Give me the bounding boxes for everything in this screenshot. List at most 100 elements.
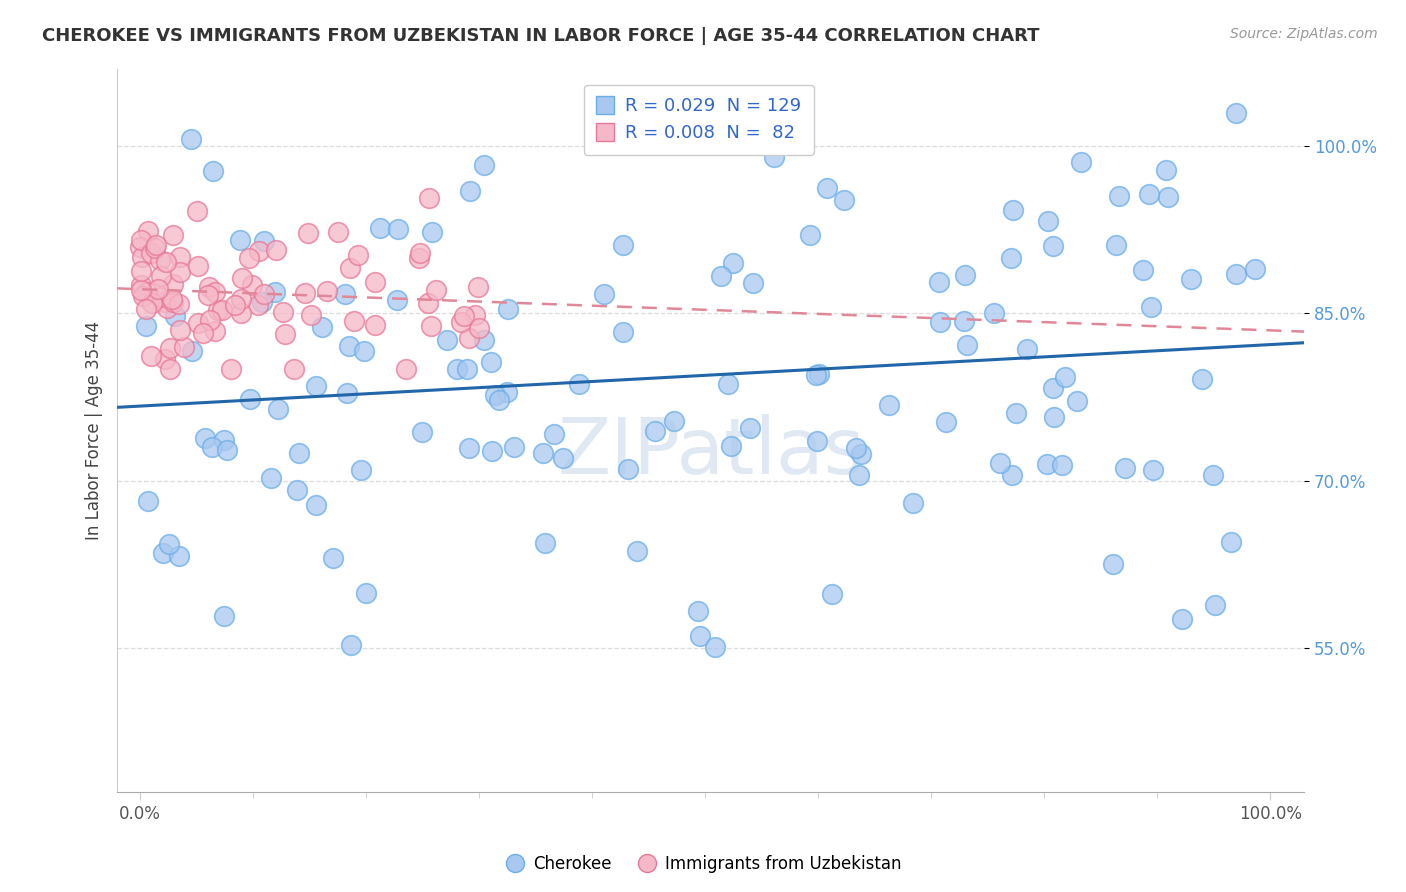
Point [458,442,481,456]
Point [311,320,333,334]
Point [983,306,1005,320]
Point [820,587,842,601]
Point [264,243,287,257]
Point [626,543,648,558]
Point [1171,611,1194,625]
Point [662,414,685,428]
Point [146,282,169,296]
Point [162,228,184,243]
Point [339,261,361,276]
Point [446,361,468,376]
Point [305,379,328,393]
Point [197,280,219,294]
Point [202,164,225,178]
Point [612,237,634,252]
Point [592,287,614,301]
Point [181,343,204,358]
Point [368,221,391,235]
Point [229,233,252,247]
Point [534,535,557,549]
Point [239,392,262,406]
Point [834,193,856,207]
Point [387,221,409,235]
Point [197,288,219,302]
Point [169,323,191,337]
Point [287,483,309,498]
Point [238,251,260,265]
Point [138,224,160,238]
Point [305,498,328,512]
Point [152,546,174,560]
Point [877,398,900,412]
Point [149,290,172,304]
Point [1042,239,1064,253]
Point [221,362,243,376]
Point [686,604,709,618]
Point [246,297,269,311]
Point [1053,369,1076,384]
Point [215,442,238,457]
Point [468,321,491,335]
Point [129,264,152,278]
Point [141,296,163,310]
Point [167,297,190,311]
Point [1225,106,1247,120]
Point [212,608,235,623]
Text: CHEROKEE VS IMMIGRANTS FROM UZBEKISTAN IN LABOR FORCE | AGE 35-44 CORRELATION CH: CHEROKEE VS IMMIGRANTS FROM UZBEKISTAN I… [42,27,1039,45]
Point [1225,267,1247,281]
Point [612,325,634,339]
Point [1017,342,1039,356]
Point [422,226,444,240]
Point [689,629,711,643]
Point [135,319,157,334]
Point [169,250,191,264]
Point [929,315,952,329]
Point [988,456,1011,470]
Point [131,233,153,247]
Point [1137,187,1160,202]
Point [155,295,177,310]
Point [450,315,472,329]
Point [157,537,180,551]
Point [198,313,221,327]
Point [149,268,172,283]
Point [1191,371,1213,385]
Point [1140,301,1163,315]
Point [186,204,208,219]
Point [156,301,179,316]
Point [288,446,311,460]
Text: Source: ZipAtlas.com: Source: ZipAtlas.com [1230,27,1378,41]
Point [169,265,191,279]
Point [1157,190,1180,204]
Point [1001,203,1024,218]
Point [173,340,195,354]
Point [543,427,565,442]
Point [420,318,443,333]
Point [129,239,152,253]
Point [129,278,152,293]
Point [364,276,387,290]
Point [204,324,226,338]
Point [568,377,591,392]
Point [644,424,666,438]
Point [343,314,366,328]
Point [283,362,305,376]
Point [458,184,481,198]
Point [260,471,283,485]
Point [1180,272,1202,286]
Point [162,277,184,291]
Point [267,401,290,416]
Point [1102,557,1125,571]
Point [253,234,276,248]
Point [212,433,235,447]
Point [1132,263,1154,277]
Point [742,276,765,290]
Point [436,334,458,348]
Point [1244,261,1267,276]
Text: ZIPatlas: ZIPatlas [557,414,865,490]
Point [353,343,375,358]
Point [956,338,979,352]
Point [347,248,370,262]
Point [617,462,640,476]
Legend: Cherokee, Immigrants from Uzbekistan: Cherokee, Immigrants from Uzbekistan [498,848,908,880]
